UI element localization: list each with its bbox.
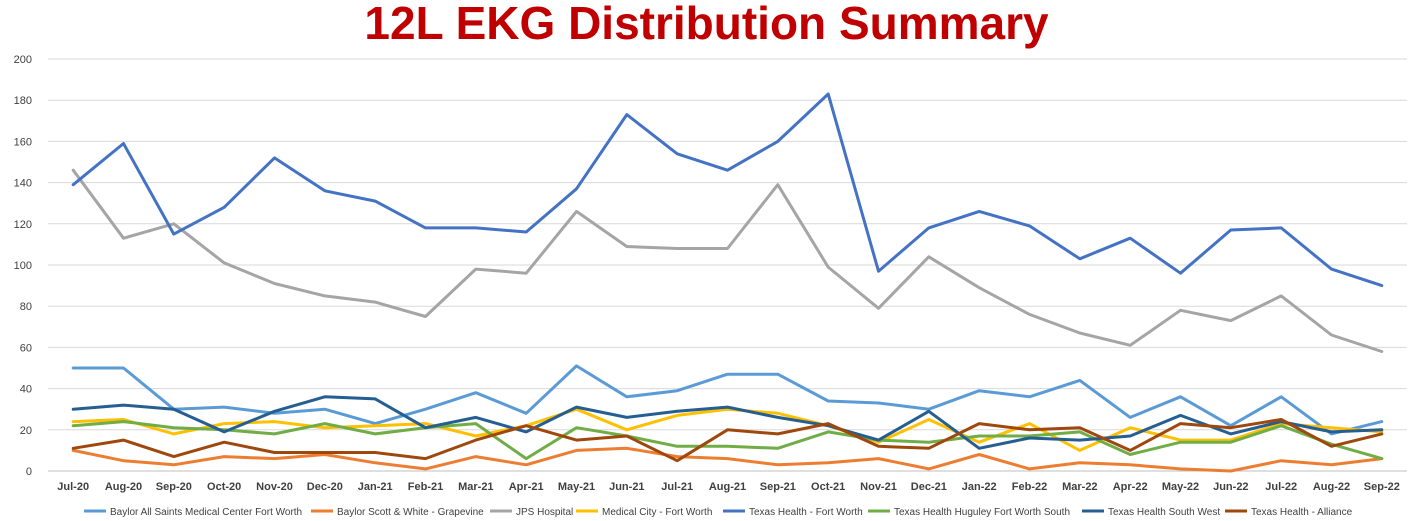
x-tick-label: Jul-22: [1265, 481, 1297, 493]
x-tick-label: Oct-21: [811, 481, 845, 493]
x-tick-label: Feb-21: [408, 481, 443, 493]
x-tick-label: Jan-22: [962, 481, 997, 493]
series-line: [71, 168, 1384, 353]
series-line: [71, 407, 1384, 452]
x-tick-label: Apr-22: [1113, 481, 1148, 493]
x-axis-tick-labels: Jul-20 Aug-20 Sep-20 Oct-20 Nov-20 Dec-20 Jan-…: [57, 481, 1400, 493]
series-line: [71, 364, 1384, 436]
chart-title: 12L EKG Distribution Summary: [364, 0, 1049, 49]
series-line: [71, 395, 1384, 450]
legend-label: Baylor Scott & White - Grapevine: [337, 507, 484, 518]
series-line: [71, 92, 1384, 288]
x-tick-label: Jul-20: [57, 481, 89, 493]
series-line: [71, 420, 1384, 461]
y-tick-label: 140: [14, 178, 32, 190]
series-line: [71, 418, 1384, 463]
x-tick-label: Sep-21: [760, 481, 796, 493]
x-tick-label: Aug-20: [105, 481, 142, 493]
legend-label: Baylor All Saints Medical Center Fort Wo…: [110, 507, 302, 518]
x-tick-label: May-22: [1162, 481, 1199, 493]
y-tick-label: 40: [20, 384, 32, 396]
legend: Baylor All Saints Medical Center Fort Wo…: [84, 507, 1353, 518]
x-tick-label: Sep-22: [1364, 481, 1400, 493]
y-tick-label: 80: [20, 301, 32, 313]
x-tick-label: Apr-21: [509, 481, 544, 493]
x-tick-label: Dec-20: [307, 481, 343, 493]
x-tick-label: Jun-22: [1213, 481, 1248, 493]
x-tick-label: Jan-21: [358, 481, 393, 493]
legend-label: Texas Health Huguley Fort Worth South: [894, 507, 1070, 518]
y-tick-label: 160: [14, 136, 32, 148]
legend-label: Medical City - Fort Worth: [602, 507, 712, 518]
x-tick-label: Mar-22: [1062, 481, 1097, 493]
legend-label: JPS Hospital: [516, 507, 573, 518]
x-tick-label: Mar-21: [458, 481, 493, 493]
x-tick-label: Feb-22: [1012, 481, 1047, 493]
x-tick-label: Nov-20: [256, 481, 293, 493]
x-tick-label: Aug-21: [709, 481, 746, 493]
x-tick-label: Nov-21: [860, 481, 897, 493]
y-tick-label: 0: [26, 466, 32, 478]
legend-label: Texas Health - Alliance: [1251, 507, 1353, 518]
y-tick-label: 120: [14, 219, 32, 231]
gridlines: [48, 58, 1407, 472]
series-lines: [71, 92, 1384, 473]
legend-label: Texas Health South West: [1108, 507, 1220, 518]
x-tick-label: Jul-21: [661, 481, 693, 493]
y-axis-tick-labels: 0 20 40 60 80 100 120 140 160 180 200: [14, 54, 32, 478]
x-tick-label: Oct-20: [207, 481, 241, 493]
legend-label: Texas Health - Fort Worth: [749, 507, 863, 518]
x-tick-label: Dec-21: [911, 481, 947, 493]
x-tick-label: Aug-22: [1313, 481, 1350, 493]
y-tick-label: 20: [20, 425, 32, 437]
series-line: [71, 446, 1384, 473]
y-tick-label: 100: [14, 260, 32, 272]
y-tick-label: 200: [14, 54, 32, 66]
x-tick-label: May-21: [558, 481, 595, 493]
y-tick-label: 60: [20, 342, 32, 354]
x-tick-label: Sep-20: [156, 481, 192, 493]
y-tick-label: 180: [14, 95, 32, 107]
x-tick-label: Jun-21: [609, 481, 644, 493]
